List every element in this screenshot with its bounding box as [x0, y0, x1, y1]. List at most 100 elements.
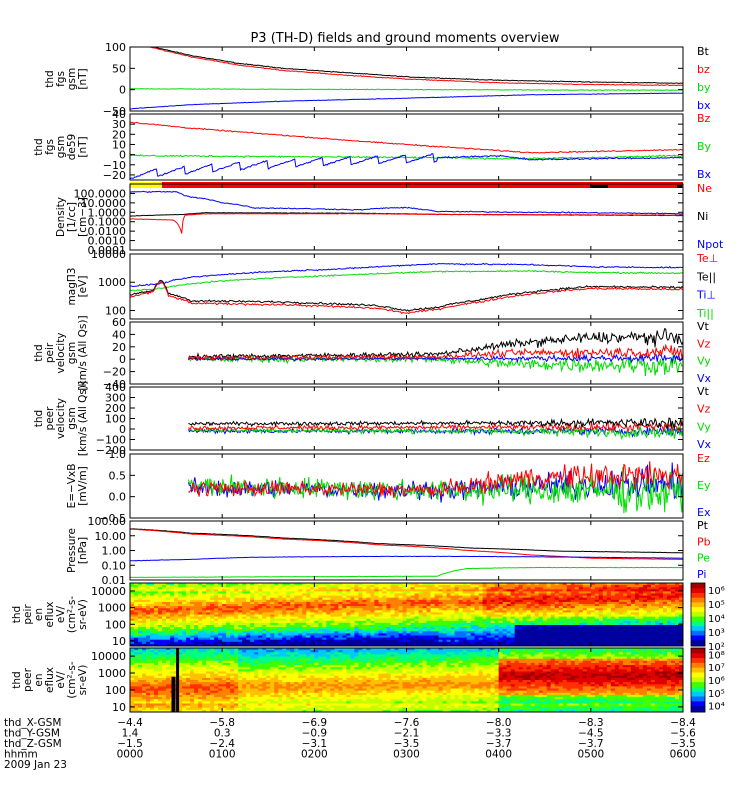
colorbar-cell [691, 628, 705, 631]
spectrogram-cell [558, 595, 564, 599]
spectrogram-cell [178, 707, 183, 711]
spectrogram-cell [358, 593, 364, 597]
spectrogram-cell [650, 627, 656, 630]
spectrogram-cell [182, 633, 187, 637]
spectrogram-cell [410, 616, 416, 620]
spectrogram-cell [342, 635, 347, 639]
spectrogram-cell [374, 633, 380, 637]
spectrogram-cell [150, 627, 155, 630]
spectrogram-cell [146, 703, 151, 707]
spectrogram-cell [278, 633, 283, 637]
spectrogram-cell [442, 637, 448, 641]
colorbar-cell [691, 600, 705, 603]
spectrogram-cell [146, 637, 151, 641]
spectrogram-cell [170, 641, 175, 645]
spectrogram-cell [270, 633, 275, 637]
spectrogram-cell [150, 671, 155, 675]
spectrogram-cell [438, 620, 444, 624]
spectrogram-cell [330, 622, 335, 626]
spectrogram-cell [150, 585, 155, 588]
spectrogram-cell [314, 635, 319, 639]
spectrogram-cell [162, 633, 167, 637]
spectrogram-cell [170, 629, 175, 632]
spectrogram-cell [158, 709, 163, 712]
spectrogram-cell [662, 633, 668, 637]
spectrogram-cell [630, 635, 636, 639]
spectrogram-cell [406, 625, 412, 628]
spectrogram-cell [214, 606, 219, 609]
spectrogram-cell [450, 627, 456, 630]
spectrogram-cell [258, 639, 263, 643]
spectrogram-cell [310, 618, 315, 622]
spectrogram-cell [338, 612, 343, 616]
spectrogram-cell [614, 591, 620, 595]
spectrogram-cell [406, 591, 412, 595]
spectrogram-cell [210, 641, 215, 645]
spectrogram-cell [430, 604, 436, 607]
spectrogram-cell [462, 625, 468, 628]
spectrogram-cell [150, 625, 155, 628]
spectrogram-cell [150, 589, 155, 592]
spectrogram-cell [150, 692, 155, 696]
spectrogram-cell [530, 637, 536, 641]
spectrogram-cell [358, 631, 364, 634]
spectrogram-cell [198, 614, 203, 618]
spectrogram-cell [318, 616, 323, 620]
spectrogram-cell [298, 583, 303, 586]
spectrogram-cell [178, 633, 183, 637]
spectrogram-cell [478, 591, 484, 595]
spectrogram-cell [230, 614, 235, 618]
spectrogram-cell [458, 583, 464, 586]
y-tick-label: 60 [112, 316, 126, 329]
spectrogram-cell [326, 622, 331, 626]
spectrogram-cell [610, 599, 616, 603]
spectrogram-cell [202, 618, 207, 622]
spectrogram-cell [390, 583, 396, 586]
spectrogram-cell [534, 601, 540, 605]
spectrogram-cell [202, 616, 207, 620]
y-tick-label: 100 [105, 305, 126, 318]
spectrogram-cell [222, 591, 227, 595]
spectrogram-cell [274, 614, 279, 618]
spectrogram-cell [322, 616, 327, 620]
spectrogram-cell [590, 612, 596, 616]
spectrogram-cell [162, 589, 167, 592]
spectrogram-cell [218, 614, 223, 618]
spectrogram-cell [398, 614, 404, 618]
spectrogram-cell [182, 703, 187, 707]
spectrogram-cell [222, 599, 227, 603]
spectrogram-cell [330, 635, 335, 639]
spectrogram-cell [666, 633, 672, 637]
spectrogram-cell [390, 629, 396, 632]
spectrogram-cell [154, 606, 159, 609]
spectrogram-cell [650, 635, 656, 639]
spectrogram-cell [554, 641, 560, 645]
spectrogram-cell [494, 610, 500, 613]
spectrogram-cell [278, 597, 283, 601]
spectrogram-cell [134, 622, 139, 626]
spectrogram-cell [218, 606, 223, 609]
spectrogram-cell [470, 585, 476, 588]
spectrogram-cell [182, 620, 187, 624]
spectrogram-cell [162, 627, 167, 630]
spectrogram-cell [458, 618, 464, 622]
panel-3: 100.000010.00001.00000.10000.01000.00100… [55, 182, 724, 257]
y-axis-label: thd peir velocity gsm [km/s (All Qs)] [33, 315, 89, 390]
spectrogram-cell [322, 601, 327, 605]
spectrogram-cell [414, 612, 420, 616]
spectrogram-cell [370, 612, 376, 616]
spectrogram-cell [662, 629, 668, 632]
colorbar-tick-label: 10⁶ [708, 586, 725, 597]
spectrogram-cell [342, 629, 347, 632]
spectrogram-cell [422, 599, 428, 603]
spectrogram-cell [250, 620, 255, 624]
spectrogram-cell [502, 629, 508, 632]
spectrogram-cell [518, 633, 524, 637]
spectrogram-cell [130, 625, 135, 628]
spectrogram-cell [182, 641, 187, 645]
spectrogram-cell [530, 629, 536, 632]
spectrogram-cell [154, 618, 159, 622]
spectrogram-cell [138, 625, 143, 628]
spectrogram-cell [326, 606, 331, 609]
spectrogram-cell [218, 631, 223, 634]
